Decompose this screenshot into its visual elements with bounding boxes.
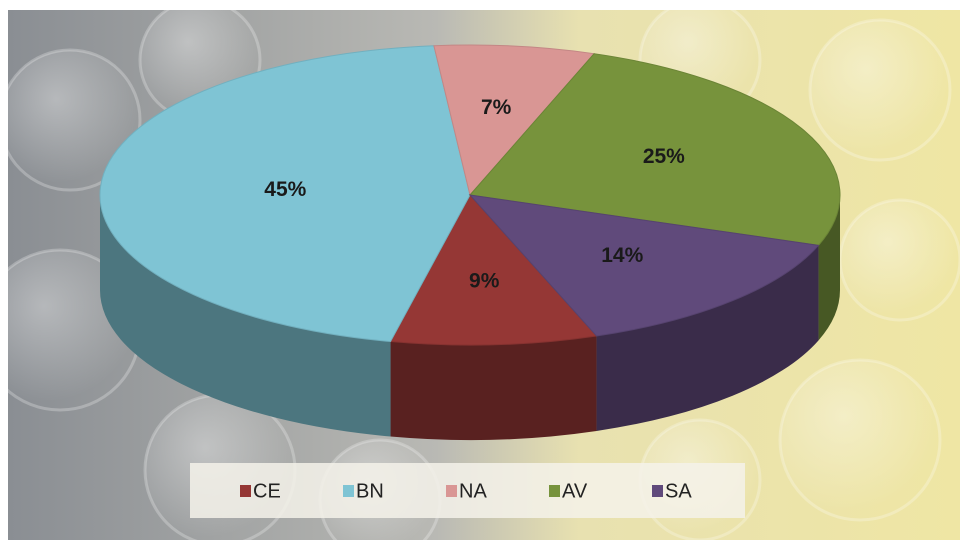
legend-marker bbox=[240, 485, 251, 497]
slice-side bbox=[818, 195, 840, 341]
slice-side bbox=[390, 335, 597, 440]
legend-label: BN bbox=[356, 480, 384, 502]
data-label: 9% bbox=[469, 269, 500, 292]
slice bbox=[469, 53, 841, 246]
slice bbox=[389, 194, 598, 346]
legend-marker bbox=[343, 485, 354, 497]
data-label: 45% bbox=[264, 178, 306, 201]
legend-marker bbox=[652, 485, 663, 497]
slice bbox=[433, 44, 596, 197]
slice-side bbox=[100, 195, 391, 437]
legend-label: CE bbox=[253, 480, 281, 502]
slice bbox=[99, 45, 471, 343]
legend-label: NA bbox=[459, 480, 487, 502]
data-label: 7% bbox=[481, 96, 512, 119]
slice bbox=[468, 194, 820, 337]
data-label: 25% bbox=[643, 145, 685, 168]
slice-side bbox=[596, 245, 819, 431]
legend-marker bbox=[446, 485, 457, 497]
legend-marker bbox=[549, 485, 560, 497]
data-label: 14% bbox=[601, 244, 643, 267]
legend-label: AV bbox=[562, 480, 588, 502]
legend-label: SA bbox=[665, 480, 692, 502]
